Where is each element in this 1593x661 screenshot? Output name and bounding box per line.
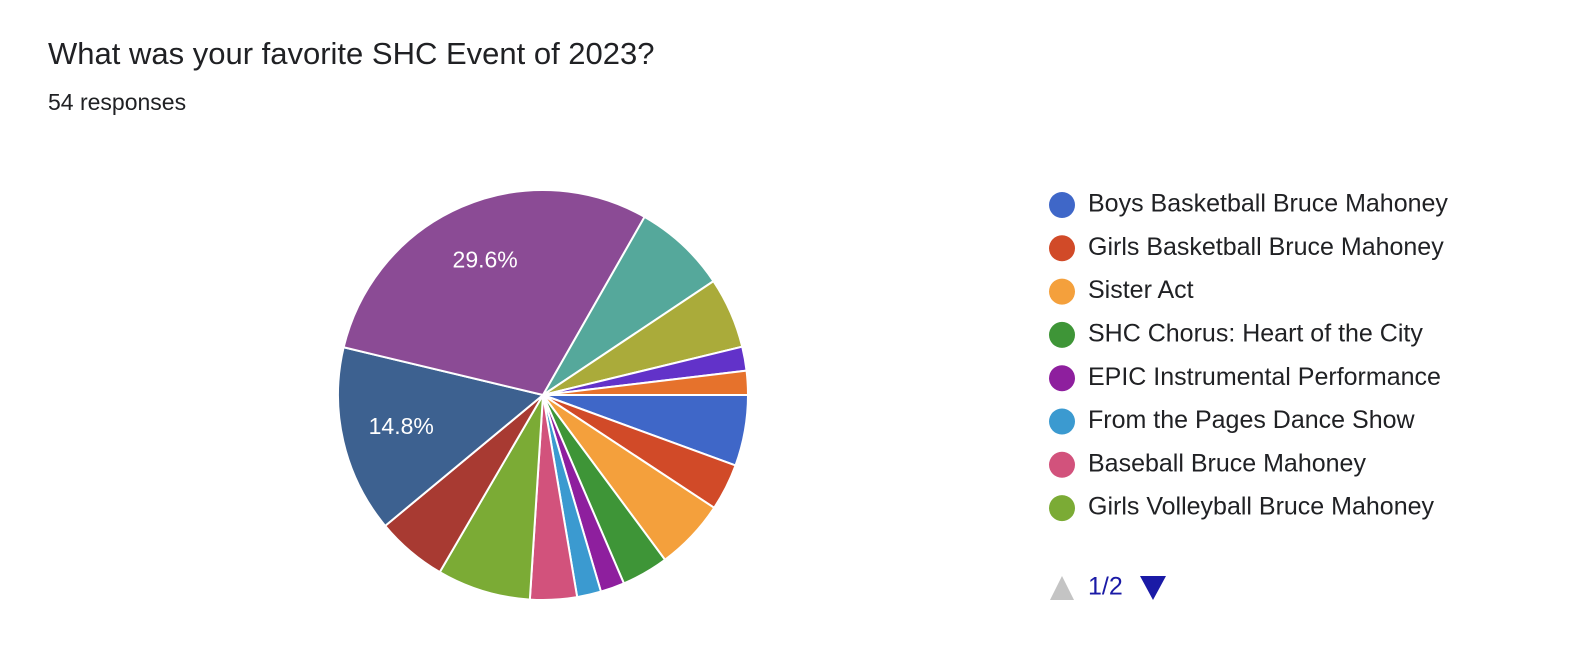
legend-swatch [1049,235,1075,262]
pie-slice [342,189,646,397]
legend-swatch [1049,192,1075,218]
legend-label: Sister Act [1088,276,1194,304]
slice-label: 29.6% [453,247,518,273]
legend-label: Baseball Bruce Mahoney [1088,449,1366,477]
legend-swatch [1049,321,1075,348]
pie-slice [542,369,750,396]
legend-prev[interactable] [1050,576,1074,600]
slice-label: 14.8% [369,413,434,439]
legend-label: Girls Basketball Bruce Mahoney [1088,233,1444,261]
legend-swatch [1049,365,1075,392]
legend-swatch [1049,408,1075,435]
legend-label: SHC Chorus: Heart of the City [1088,320,1423,348]
legend-next[interactable] [1140,576,1166,600]
pie-slice [337,346,546,528]
legend: Boys Basketball Bruce Mahoney Girls Baske… [1049,190,1448,522]
legend-page: 1/2 [1088,573,1123,601]
legend-swatch [1049,495,1075,522]
legend-label: From the Pages Dance Show [1088,406,1415,434]
chart-title: What was your favorite SHC Event of 2023… [48,36,655,71]
chart-subtitle: 54 responses [48,89,186,115]
legend-label: Girls Volleyball Bruce Mahoney [1088,493,1434,521]
legend-swatch [1049,278,1075,305]
legend-label: Boys Basketball Bruce Mahoney [1088,190,1448,218]
legend-label: EPIC Instrumental Performance [1088,363,1441,391]
pie: 14.8% 29.6% [337,189,750,601]
legend-swatch [1049,451,1075,478]
